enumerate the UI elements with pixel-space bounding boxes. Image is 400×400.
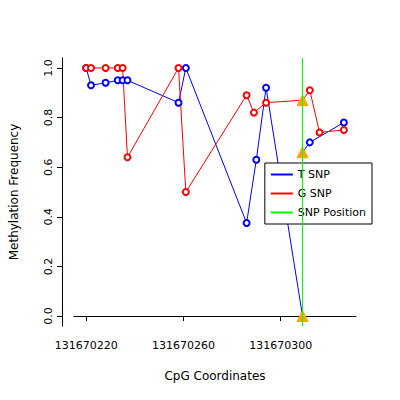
svg-text:Methylation Frequency: Methylation Frequency <box>7 124 21 261</box>
svg-text:131670300: 131670300 <box>249 339 312 352</box>
svg-text:0.8: 0.8 <box>42 109 55 127</box>
svg-text:CpG Coordinates: CpG Coordinates <box>164 369 265 383</box>
svg-text:131670260: 131670260 <box>152 339 215 352</box>
svg-text:1.0: 1.0 <box>42 59 55 77</box>
svg-text:G SNP: G SNP <box>297 187 332 200</box>
svg-text:0.4: 0.4 <box>42 208 55 226</box>
svg-text:0.0: 0.0 <box>42 307 55 325</box>
svg-text:0.6: 0.6 <box>42 158 55 176</box>
svg-text:SNP Position: SNP Position <box>298 206 366 219</box>
svg-text:131670220: 131670220 <box>55 339 118 352</box>
svg-text:0.2: 0.2 <box>42 258 55 276</box>
svg-text:T SNP: T SNP <box>297 168 330 181</box>
